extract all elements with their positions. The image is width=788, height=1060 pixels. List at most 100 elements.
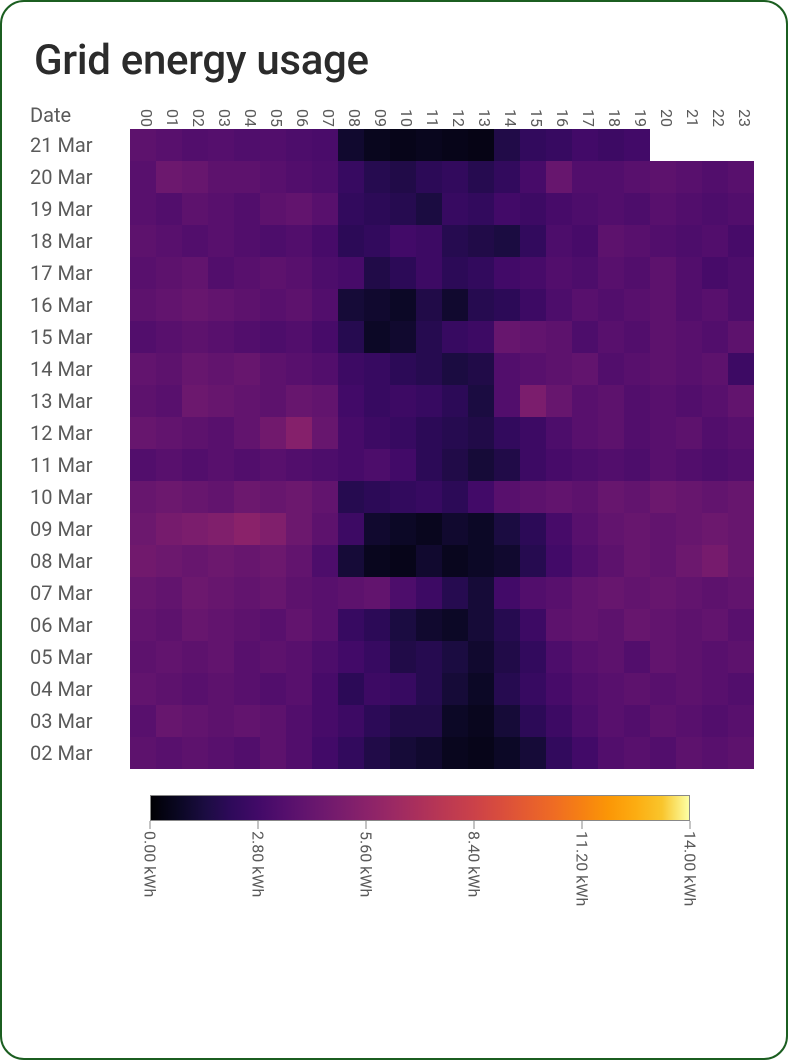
heatmap-cell	[650, 289, 676, 321]
heatmap-cell	[598, 353, 624, 385]
date-tick: 13 Mar	[30, 385, 130, 417]
heatmap-cell	[572, 641, 598, 673]
heatmap-cell	[182, 257, 208, 289]
heatmap-row-cells	[130, 513, 754, 545]
heatmap-cell	[156, 513, 182, 545]
heatmap-cell	[364, 673, 390, 705]
heatmap-cell	[624, 417, 650, 449]
heatmap-cell	[546, 577, 572, 609]
heatmap-cell	[468, 225, 494, 257]
heatmap-cell	[468, 673, 494, 705]
heatmap-row-cells	[130, 353, 754, 385]
heatmap-cell	[624, 737, 650, 769]
heatmap-cell	[624, 225, 650, 257]
date-tick: 02 Mar	[30, 737, 130, 769]
heatmap-cell	[312, 481, 338, 513]
heatmap-cell	[468, 705, 494, 737]
heatmap-cell	[364, 545, 390, 577]
heatmap-cell	[728, 641, 754, 673]
heatmap-cell	[260, 193, 286, 225]
heatmap-cell	[416, 673, 442, 705]
heatmap-cell	[546, 161, 572, 193]
heatmap-cell	[520, 225, 546, 257]
heatmap-cell	[702, 193, 728, 225]
hour-tick: 02	[182, 109, 208, 127]
heatmap-cell	[442, 129, 468, 161]
date-tick: 21 Mar	[30, 129, 130, 161]
heatmap-cell	[572, 449, 598, 481]
heatmap-cell	[702, 225, 728, 257]
heatmap-cell	[624, 353, 650, 385]
heatmap-cell	[208, 737, 234, 769]
heatmap-cell	[468, 417, 494, 449]
heatmap-row-cells	[130, 545, 754, 577]
heatmap-cell	[520, 577, 546, 609]
heatmap-cell	[338, 353, 364, 385]
heatmap-row-cells	[130, 321, 754, 353]
heatmap-cell	[728, 417, 754, 449]
heatmap-row-cells	[130, 385, 754, 417]
heatmap-cell	[234, 321, 260, 353]
heatmap-cell	[650, 321, 676, 353]
heatmap-cell	[130, 417, 156, 449]
hour-tick: 21	[676, 109, 702, 127]
heatmap-cell	[702, 609, 728, 641]
heatmap-cell	[702, 641, 728, 673]
heatmap-cell	[442, 609, 468, 641]
heatmap-cell	[312, 705, 338, 737]
heatmap-cell	[546, 705, 572, 737]
heatmap-cell	[286, 609, 312, 641]
heatmap-cell	[546, 449, 572, 481]
chart-title: Grid energy usage	[34, 36, 758, 85]
date-tick: 11 Mar	[30, 449, 130, 481]
heatmap-cell	[312, 737, 338, 769]
heatmap-cell	[572, 609, 598, 641]
heatmap-cell	[234, 385, 260, 417]
heatmap-cell	[442, 481, 468, 513]
heatmap-cell	[182, 289, 208, 321]
heatmap-cell	[728, 577, 754, 609]
heatmap-cell	[598, 545, 624, 577]
heatmap-cell	[442, 257, 468, 289]
heatmap-cell	[390, 161, 416, 193]
heatmap-cell	[286, 577, 312, 609]
heatmap-cell	[702, 353, 728, 385]
heatmap-cell	[468, 321, 494, 353]
heatmap-cell	[520, 385, 546, 417]
heatmap-cell	[286, 289, 312, 321]
heatmap-cell	[416, 129, 442, 161]
hour-tick: 14	[494, 109, 520, 127]
hour-tick: 09	[364, 109, 390, 127]
heatmap-cell	[234, 737, 260, 769]
heatmap-cell	[390, 705, 416, 737]
heatmap-cell	[156, 705, 182, 737]
heatmap-cell	[676, 225, 702, 257]
heatmap-cell	[260, 737, 286, 769]
heatmap-cell	[208, 289, 234, 321]
heatmap-cell	[572, 353, 598, 385]
heatmap-cell	[650, 545, 676, 577]
heatmap-cell	[260, 161, 286, 193]
heatmap-cell	[234, 257, 260, 289]
heatmap-cell	[676, 705, 702, 737]
heatmap-row: 19 Mar	[30, 193, 758, 225]
heatmap-cell	[364, 481, 390, 513]
heatmap-cell	[468, 257, 494, 289]
heatmap-cell	[260, 481, 286, 513]
heatmap-cell	[442, 289, 468, 321]
heatmap-cell	[494, 705, 520, 737]
heatmap-cell	[702, 705, 728, 737]
heatmap-cell	[208, 481, 234, 513]
heatmap-cell	[494, 481, 520, 513]
heatmap-cell	[260, 449, 286, 481]
heatmap-cell	[208, 449, 234, 481]
hour-tick: 04	[234, 109, 260, 127]
heatmap-cell	[338, 513, 364, 545]
heatmap-cell	[676, 481, 702, 513]
heatmap-cell	[156, 257, 182, 289]
hour-tick: 12	[442, 109, 468, 127]
heatmap-cell	[364, 609, 390, 641]
heatmap-cell	[546, 225, 572, 257]
heatmap-cell	[130, 225, 156, 257]
heatmap-cell	[156, 737, 182, 769]
